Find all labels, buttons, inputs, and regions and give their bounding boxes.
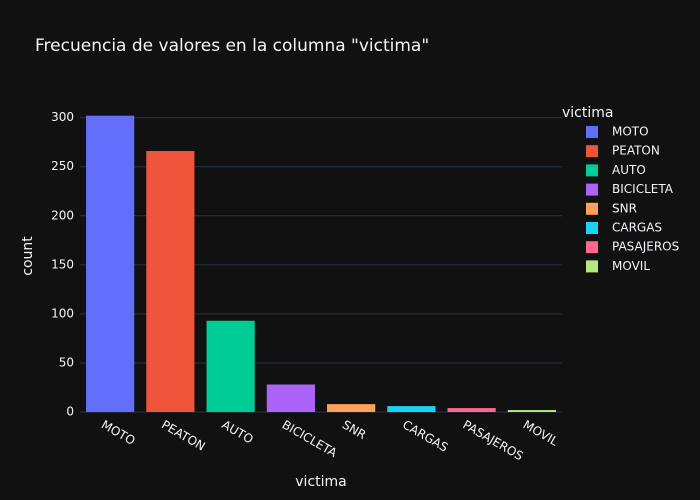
y-tick-label: 50 (59, 355, 74, 369)
legend-label[interactable]: SNR (612, 201, 637, 215)
y-tick-label: 100 (51, 306, 74, 320)
legend-swatch[interactable] (586, 260, 598, 273)
bar (387, 406, 436, 412)
y-tick-label: 200 (51, 208, 74, 222)
legend-swatch[interactable] (586, 126, 598, 138)
legend-label[interactable]: MOVIL (612, 259, 650, 273)
bar (266, 384, 315, 412)
bar (86, 115, 135, 412)
y-tick-label: 0 (66, 405, 74, 419)
bar (447, 408, 496, 412)
bar (507, 410, 556, 412)
legend-label[interactable]: BICICLETA (612, 182, 674, 196)
legend-swatch[interactable] (586, 164, 598, 177)
y-tick-label: 250 (51, 159, 74, 173)
legend-swatch[interactable] (586, 222, 598, 234)
legend-label[interactable]: PEATON (612, 144, 660, 158)
legend-swatch[interactable] (586, 183, 598, 196)
legend-label[interactable]: CARGAS (612, 221, 662, 235)
y-tick-label: 300 (51, 110, 74, 124)
bar (206, 320, 255, 412)
y-axis-title: count (20, 236, 36, 276)
legend-label[interactable]: AUTO (612, 163, 646, 177)
legend-swatch[interactable] (586, 202, 598, 215)
legend-swatch[interactable] (586, 241, 598, 254)
legend-swatch[interactable] (586, 145, 598, 158)
bar (327, 404, 376, 412)
y-tick-label: 150 (51, 257, 74, 271)
legend-label[interactable]: PASAJEROS (612, 240, 679, 254)
bar (146, 151, 195, 413)
legend-label[interactable]: MOTO (612, 125, 649, 139)
legend-title: victima (562, 105, 613, 121)
chart-title: Frecuencia de valores en la columna "vic… (35, 36, 429, 56)
x-axis-title: victima (295, 474, 346, 490)
